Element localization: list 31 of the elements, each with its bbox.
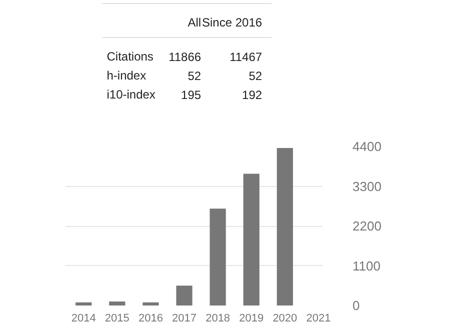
x-tick-label: 2016 [138,312,163,324]
text: 11866 [168,50,202,64]
x-tick-label: 2014 [71,312,96,324]
text: Since 2016 [202,16,262,30]
x-tick-label: 2017 [172,312,197,324]
text: 192 [242,88,262,102]
text: 11467 [230,50,262,64]
text: i10-index [106,88,156,102]
text: Citations [106,50,154,64]
bar [176,286,192,306]
y-tick-label: 4400 [352,139,382,154]
text: All [188,16,202,30]
x-tick-label: 2015 [104,312,130,324]
bar [210,208,226,306]
bar [109,302,126,306]
text: 52 [188,69,202,83]
text: h-index [106,68,146,82]
bar [76,302,92,306]
y-tick-label: 3300 [352,178,382,194]
bar [276,148,293,306]
x-tick-label: 2019 [239,312,264,324]
text: 52 [248,69,262,83]
x-tick-label: 2018 [206,312,230,324]
y-tick-label: 2200 [352,218,382,234]
bar [243,174,260,306]
text: 195 [181,88,202,102]
x-tick-label: 2020 [272,312,298,324]
y-tick-label: 0 [352,298,360,313]
x-tick-label: 2021 [306,312,331,324]
bar [142,302,159,306]
y-tick-label: 1100 [352,258,380,274]
